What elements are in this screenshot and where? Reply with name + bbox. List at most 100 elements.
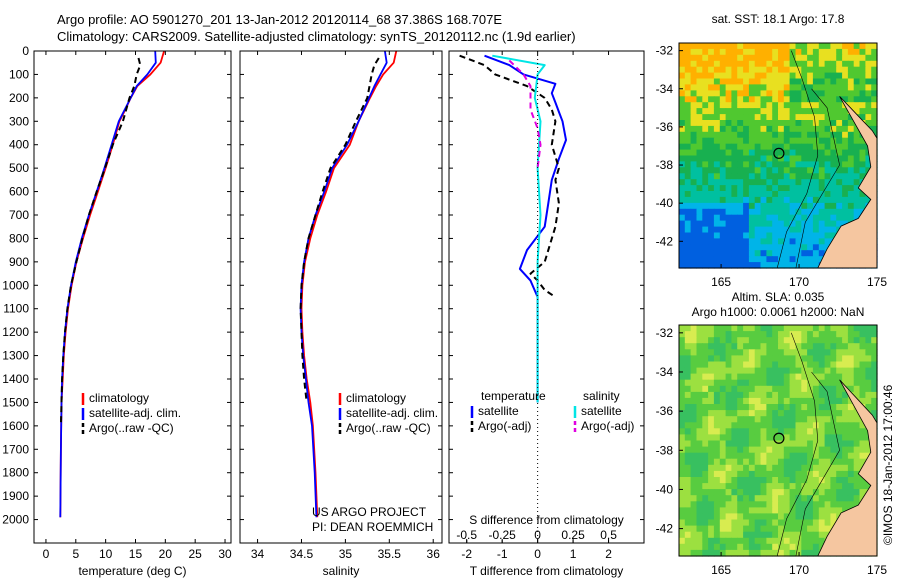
map-cell xyxy=(713,337,721,344)
map-cell xyxy=(760,185,767,192)
map-cell xyxy=(743,202,750,210)
map-cell xyxy=(772,483,779,490)
map-cell xyxy=(766,125,773,133)
map-cell xyxy=(737,173,744,180)
map-cell xyxy=(847,43,855,50)
map-cell xyxy=(748,422,756,429)
map-cell xyxy=(743,125,750,133)
map-cell xyxy=(754,501,762,508)
map-cell xyxy=(760,214,767,222)
map-cell xyxy=(818,397,826,405)
map-cell xyxy=(836,501,843,508)
map-cell xyxy=(818,125,826,133)
map-cell xyxy=(795,72,802,80)
map-cell xyxy=(824,458,831,466)
map-cell xyxy=(830,373,837,381)
map-cell xyxy=(807,513,814,521)
map-cell xyxy=(824,96,831,103)
map-cell xyxy=(719,54,727,62)
map-cell xyxy=(772,446,779,454)
map-cell xyxy=(842,143,849,151)
map-cell xyxy=(748,489,756,496)
map-cell xyxy=(713,452,721,460)
map-cell xyxy=(778,72,785,80)
map-cell xyxy=(766,434,773,442)
map-cell xyxy=(754,48,762,56)
map-cell xyxy=(690,256,697,263)
map-cell xyxy=(859,202,866,210)
map-cell xyxy=(731,78,738,85)
map-cell xyxy=(690,361,697,369)
map-cell xyxy=(719,125,727,133)
map-cell xyxy=(708,108,715,115)
map-cell xyxy=(859,446,866,454)
map-cell xyxy=(842,404,849,411)
map-cell xyxy=(725,422,732,429)
map-cell xyxy=(737,349,744,356)
map-cell xyxy=(684,214,692,222)
map-cell xyxy=(702,422,709,429)
map-cell xyxy=(748,477,756,484)
map-cell xyxy=(859,43,866,50)
map-cell xyxy=(795,373,802,381)
map-frame-map_sst xyxy=(678,42,878,269)
map-cell xyxy=(853,495,861,502)
depth-tick-label: 1400 xyxy=(2,372,29,386)
map-cell xyxy=(754,149,762,157)
panel-frame-difference xyxy=(448,50,645,544)
map-cell xyxy=(748,244,756,251)
map-cell xyxy=(684,507,692,515)
map-cell xyxy=(690,458,697,466)
map-cell xyxy=(772,173,779,180)
map-cell xyxy=(684,60,692,68)
map-cell xyxy=(696,385,703,393)
map-cell xyxy=(812,149,820,157)
map-cell xyxy=(824,196,831,204)
map-cell xyxy=(708,331,715,338)
map-cell xyxy=(859,173,866,180)
map-cell xyxy=(824,78,831,85)
map-cell xyxy=(789,531,796,539)
map-cell xyxy=(725,214,732,222)
map-cell xyxy=(865,78,872,85)
map-cell xyxy=(690,72,697,80)
map-cell xyxy=(783,137,791,145)
map-cell xyxy=(690,84,697,91)
map-cell xyxy=(754,483,762,490)
map-cell xyxy=(702,161,709,168)
map-cell xyxy=(748,114,756,121)
map-cell xyxy=(748,72,756,80)
map-cell xyxy=(859,337,866,344)
x-tick-label: 35.5 xyxy=(378,547,402,561)
map-cell xyxy=(748,125,756,133)
map-cell xyxy=(748,416,756,423)
map-cell xyxy=(789,102,796,109)
map-cell xyxy=(748,214,756,222)
map-cell xyxy=(719,355,727,363)
map-cell xyxy=(801,137,808,145)
map-cell xyxy=(679,155,686,162)
map-cell xyxy=(824,483,831,490)
map-cell xyxy=(795,208,802,216)
map-cell xyxy=(772,48,779,56)
map-cell xyxy=(743,137,750,145)
map-cell xyxy=(748,232,756,239)
map-cell xyxy=(836,196,843,204)
map-cell xyxy=(737,179,744,186)
map-cell xyxy=(778,355,785,363)
depth-tick-label: 300 xyxy=(9,114,29,128)
map-cell xyxy=(842,331,849,338)
map-cell xyxy=(824,410,831,417)
map-cell xyxy=(754,120,762,127)
map-cell xyxy=(708,337,715,344)
map-cell xyxy=(713,458,721,466)
map-cell xyxy=(743,220,750,228)
map-cell xyxy=(847,379,855,387)
map-cell xyxy=(801,120,808,127)
map-cell xyxy=(772,519,779,527)
map-cell xyxy=(725,131,732,139)
map-cell xyxy=(865,66,872,74)
map-cell xyxy=(789,549,796,557)
map-cell xyxy=(725,250,732,257)
map-cell xyxy=(871,120,878,127)
